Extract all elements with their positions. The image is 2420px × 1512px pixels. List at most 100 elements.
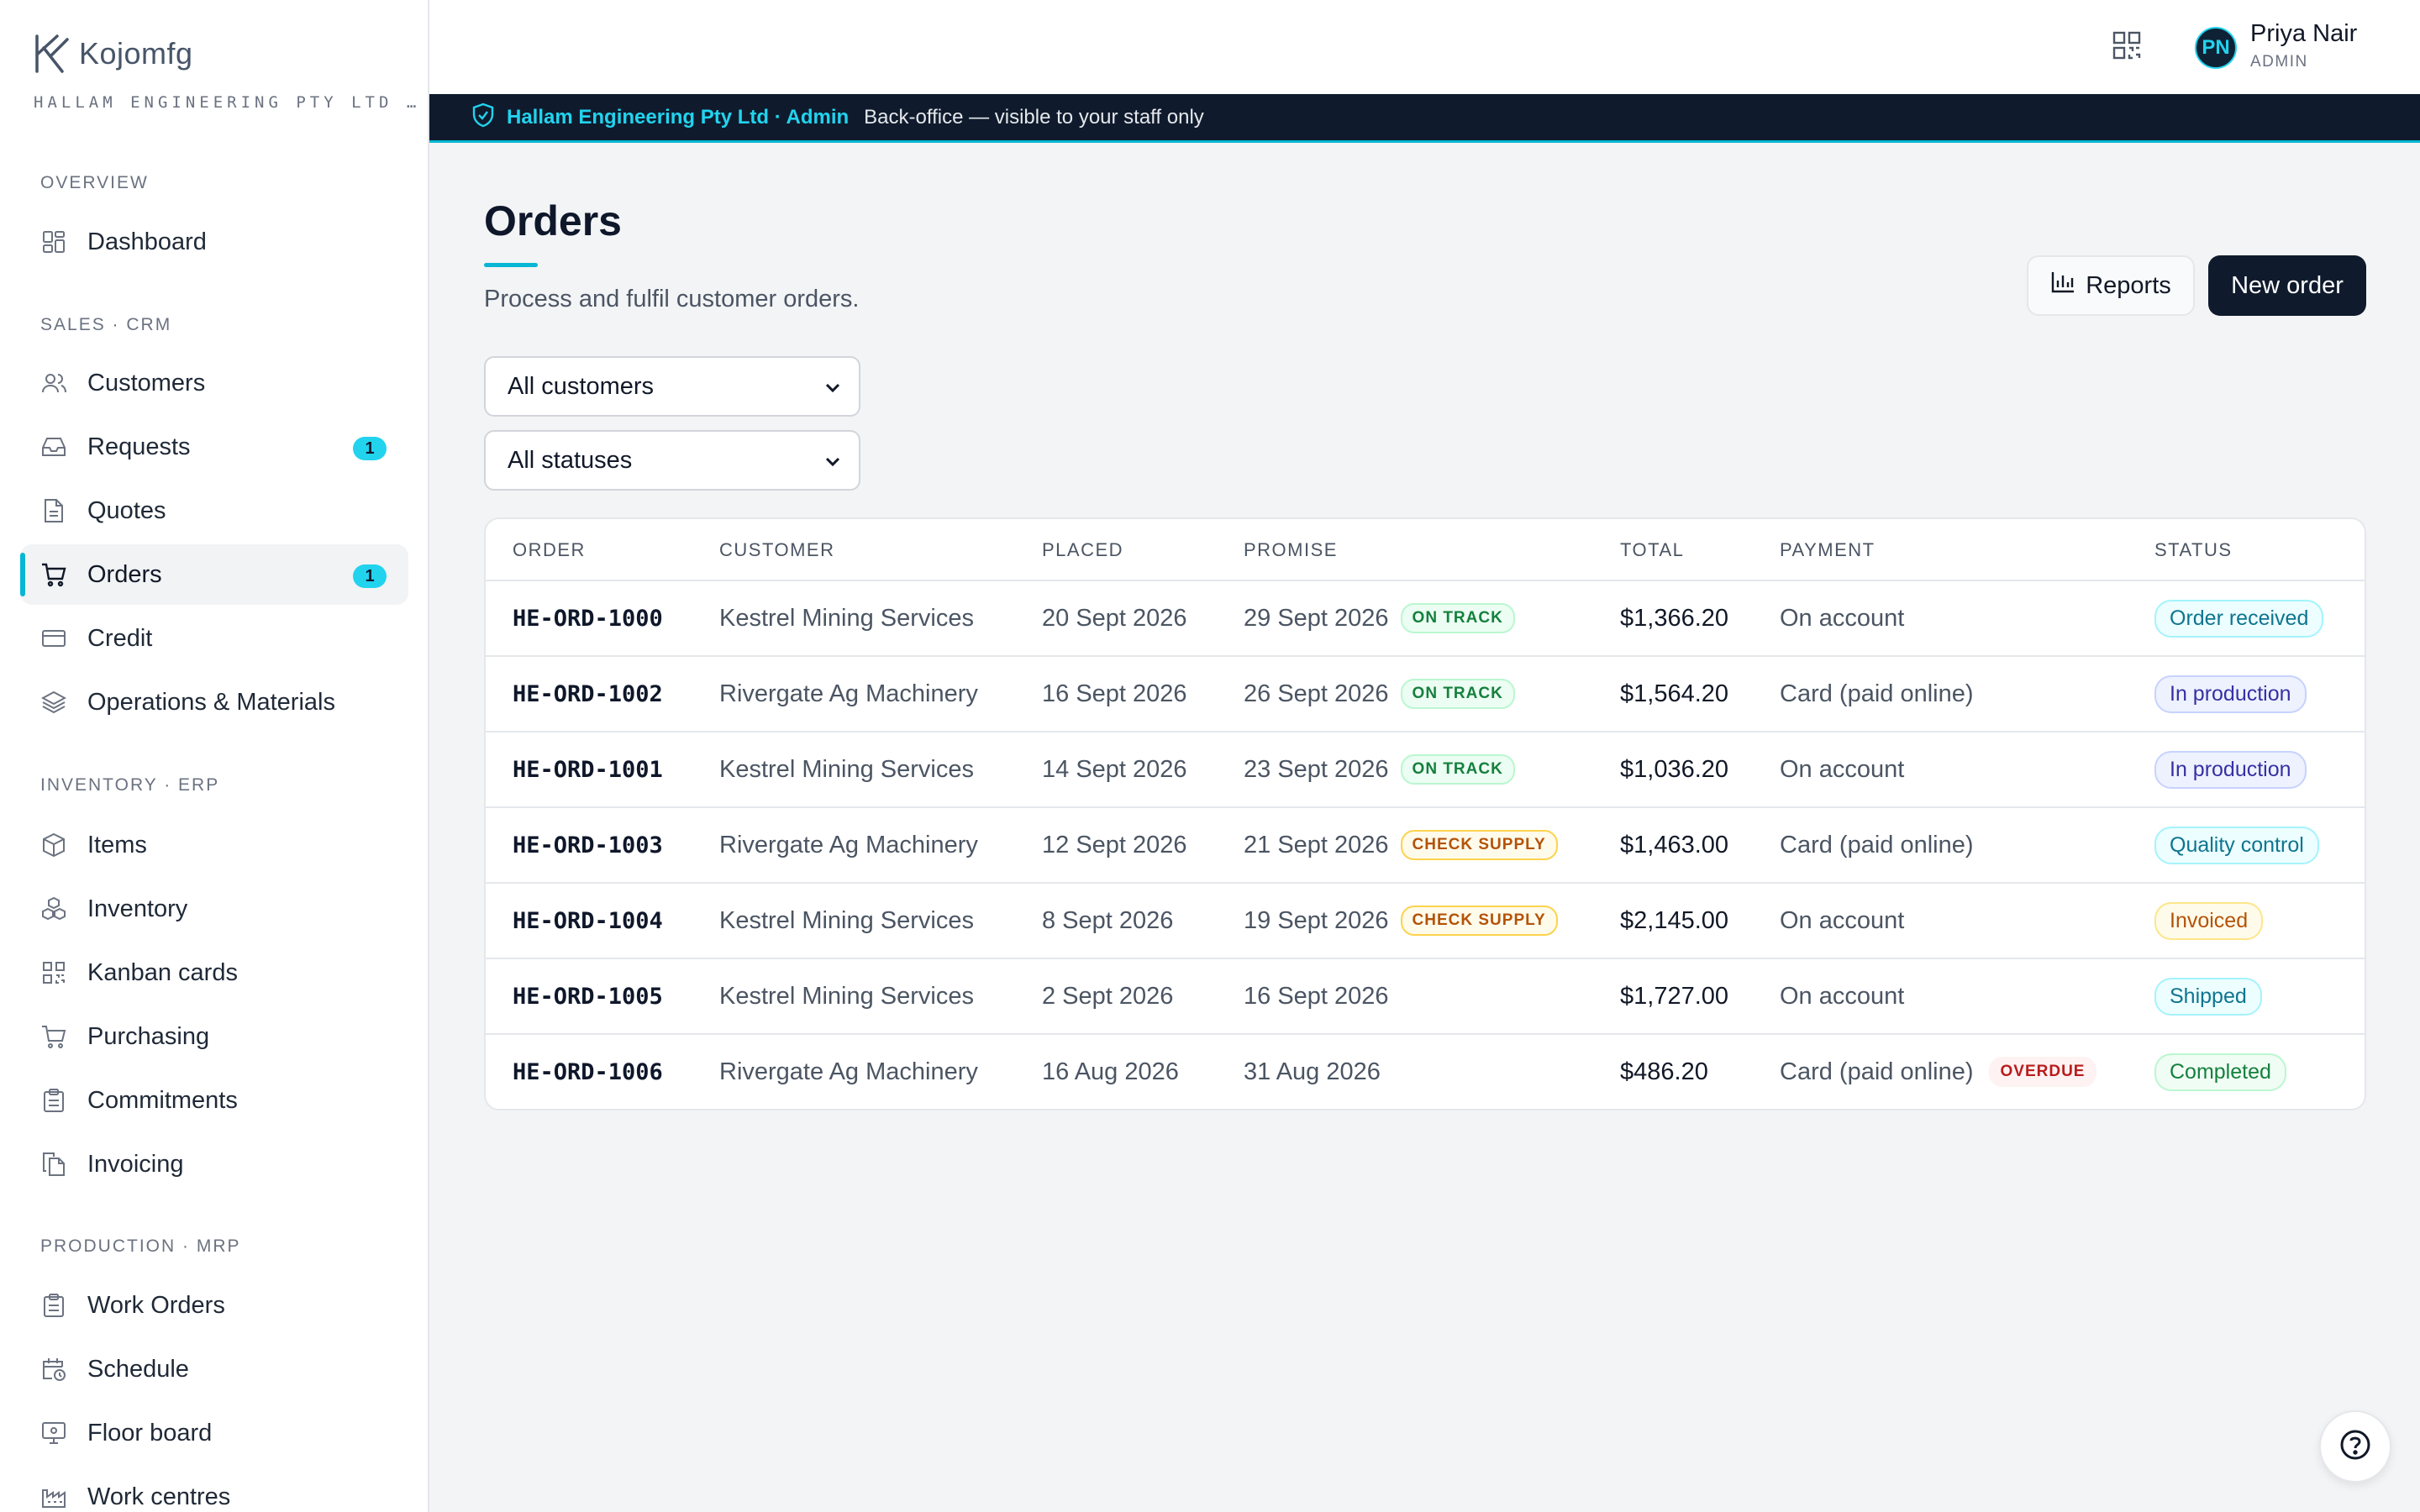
cell-total: $1,463.00 (1620, 808, 1728, 882)
clipboard-icon (40, 1292, 67, 1319)
sidebar-item-inventory[interactable]: Inventory (20, 879, 408, 939)
column-header-order[interactable]: ORDER (513, 539, 586, 560)
cell-customer: Kestrel Mining Services (719, 959, 974, 1033)
sidebar-item-label: Quotes (87, 496, 166, 524)
placed-text: 16 Aug 2026 (1042, 1058, 1179, 1085)
sidebar-item-orders[interactable]: Orders 1 (20, 544, 408, 605)
status-filter-value: All statuses (508, 446, 633, 474)
shield-icon (471, 102, 495, 132)
customer-text: Kestrel Mining Services (719, 755, 974, 783)
customer-text: Rivergate Ag Machinery (719, 831, 978, 858)
brand-name: Kojomfg (79, 36, 193, 71)
brand-logo[interactable]: Kojomfg (32, 30, 193, 77)
sidebar-item-items[interactable]: Items (20, 815, 408, 875)
promise-text: 26 Sept 2026 (1244, 680, 1389, 707)
table-row[interactable]: HE-ORD-1002 Rivergate Ag Machinery 16 Sept… (486, 657, 2365, 732)
column-header-payment[interactable]: PAYMENT (1780, 539, 1876, 560)
total-text: $1,727.00 (1620, 982, 1729, 1010)
avatar[interactable]: PN (2195, 27, 2237, 69)
table-row[interactable]: HE-ORD-1004 Kestrel Mining Services 8 Sept… (486, 884, 2365, 959)
cell-order[interactable]: HE-ORD-1002 (513, 657, 663, 731)
column-header-promise[interactable]: PROMISE (1244, 539, 1338, 560)
cart-icon (40, 561, 67, 588)
cell-customer: Rivergate Ag Machinery (719, 808, 978, 882)
column-header-customer[interactable]: CUSTOMER (719, 539, 835, 560)
cell-promise: 31 Aug 2026 (1244, 1035, 1381, 1109)
cell-placed: 20 Sept 2026 (1042, 581, 1187, 655)
cell-order[interactable]: HE-ORD-1000 (513, 581, 663, 655)
promise-text: 16 Sept 2026 (1244, 982, 1389, 1010)
clipboard-icon (40, 1087, 67, 1114)
help-button[interactable] (2319, 1410, 2391, 1483)
table-row[interactable]: HE-ORD-1006 Rivergate Ag Machinery 16 Aug … (486, 1035, 2365, 1109)
sidebar-item-purchasing[interactable]: Purchasing (20, 1006, 408, 1067)
sidebar-item-invoicing[interactable]: Invoicing (20, 1134, 408, 1194)
cell-placed: 2 Sept 2026 (1042, 959, 1173, 1033)
table-row[interactable]: HE-ORD-1000 Kestrel Mining Services 20 Sep… (486, 581, 2365, 657)
column-header-total[interactable]: TOTAL (1620, 539, 1685, 560)
banner-organization: Hallam Engineering Pty Ltd · Admin (507, 105, 850, 129)
sidebar-item-label: Floor board (87, 1419, 213, 1446)
users-icon (40, 370, 67, 396)
sidebar-item-label: Commitments (87, 1086, 238, 1114)
table-row[interactable]: HE-ORD-1001 Kestrel Mining Services 14 Sep… (486, 732, 2365, 808)
customer-filter-select[interactable]: All customers (484, 356, 860, 417)
status-filter-select[interactable]: All statuses (484, 430, 860, 491)
cell-status: Order received (2154, 581, 2324, 655)
order-text: HE-ORD-1001 (513, 756, 663, 783)
column-header-status[interactable]: STATUS (2154, 539, 2233, 560)
user-name[interactable]: Priya Nair (2250, 20, 2358, 47)
table-row[interactable]: HE-ORD-1003 Rivergate Ag Machinery 12 Sept… (486, 808, 2365, 884)
sidebar-item-commitments[interactable]: Commitments (20, 1070, 408, 1131)
sidebar-item-work-centres[interactable]: Work centres (20, 1467, 408, 1512)
payment-text: Card (paid online) (1780, 680, 1974, 707)
promise-text: 19 Sept 2026 (1244, 906, 1389, 934)
cell-placed: 12 Sept 2026 (1042, 808, 1187, 882)
orders-count-badge: 1 (353, 564, 387, 588)
sidebar-item-work-orders[interactable]: Work Orders (20, 1275, 408, 1336)
placed-text: 20 Sept 2026 (1042, 604, 1187, 632)
cell-placed: 8 Sept 2026 (1042, 884, 1173, 958)
sidebar-item-dashboard[interactable]: Dashboard (20, 212, 408, 272)
new-order-button[interactable]: New order (2208, 255, 2366, 316)
cell-placed: 16 Aug 2026 (1042, 1035, 1179, 1109)
sidebar-item-label: Requests (87, 433, 191, 460)
cell-payment: Card (paid online) (1780, 808, 1974, 882)
cell-order[interactable]: HE-ORD-1006 (513, 1035, 663, 1109)
sidebar-item-quotes[interactable]: Quotes (20, 480, 408, 541)
sidebar-item-schedule[interactable]: Schedule (20, 1339, 408, 1399)
reports-button[interactable]: Reports (2027, 255, 2195, 316)
column-header-placed[interactable]: PLACED (1042, 539, 1124, 560)
sidebar-item-label: Credit (87, 624, 153, 652)
dashboard-icon (40, 228, 67, 255)
sidebar-item-floor-board[interactable]: Floor board (20, 1403, 408, 1463)
sidebar-item-label: Invoicing (87, 1150, 184, 1178)
chevron-down-icon (822, 450, 844, 479)
sidebar-item-credit[interactable]: Credit (20, 608, 408, 669)
cell-total: $486.20 (1620, 1035, 1708, 1109)
box-icon (40, 832, 67, 858)
payment-text: On account (1780, 604, 1905, 632)
cell-order[interactable]: HE-ORD-1004 (513, 884, 663, 958)
qr-scan-button[interactable] (2108, 29, 2145, 66)
table-row[interactable]: HE-ORD-1005 Kestrel Mining Services 2 Sept… (486, 959, 2365, 1035)
sidebar-item-label: Work centres (87, 1483, 231, 1510)
cell-total: $1,366.20 (1620, 581, 1728, 655)
sidebar-item-customers[interactable]: Customers (20, 353, 408, 413)
total-text: $2,145.00 (1620, 906, 1729, 934)
cell-total: $1,564.20 (1620, 657, 1728, 731)
cell-order[interactable]: HE-ORD-1005 (513, 959, 663, 1033)
cell-placed: 16 Sept 2026 (1042, 657, 1187, 731)
cell-payment: Card (paid online) (1780, 657, 1974, 731)
order-text: HE-ORD-1002 (513, 680, 663, 707)
cell-order[interactable]: HE-ORD-1001 (513, 732, 663, 806)
sidebar-item-requests[interactable]: Requests 1 (20, 417, 408, 477)
customer-text: Rivergate Ag Machinery (719, 1058, 978, 1085)
placed-text: 14 Sept 2026 (1042, 755, 1187, 783)
sidebar-item-operations-materials[interactable]: Operations & Materials (20, 672, 408, 732)
sidebar-item-label: Items (87, 831, 147, 858)
cell-promise: 23 Sept 2026 ON TRACK (1244, 732, 1515, 806)
sidebar-item-kanban-cards[interactable]: Kanban cards (20, 942, 408, 1003)
order-text: HE-ORD-1003 (513, 832, 663, 858)
cell-order[interactable]: HE-ORD-1003 (513, 808, 663, 882)
